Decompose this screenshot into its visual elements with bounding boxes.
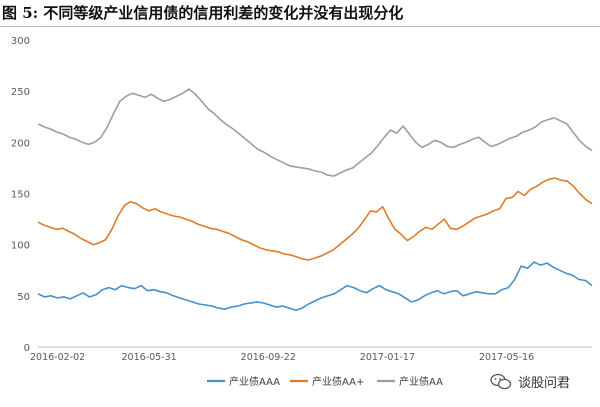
chart-title-bar: 图 5: 不同等级产业信用债的信用利差的变化并没有出现分化	[0, 0, 600, 24]
x-tick-label: 2016-02-02	[30, 352, 85, 363]
wechat-icon	[490, 373, 512, 389]
title-underline	[0, 26, 600, 27]
legend-label: 产业债AA+	[312, 375, 364, 388]
x-tick-label: 2017-05-16	[479, 352, 534, 363]
legend-label: 产业债AAA	[229, 375, 280, 388]
watermark-text: 谈股问君	[518, 376, 571, 391]
y-tick-label: 200	[11, 138, 30, 149]
x-tick-label: 2016-05-31	[122, 352, 177, 363]
y-tick-label: 100	[11, 241, 30, 252]
watermark: 谈股问君	[490, 372, 570, 391]
x-tick-label: 2017-01-17	[360, 352, 415, 363]
legend-label: 产业债AA	[399, 375, 443, 388]
y-tick-label: 0	[24, 343, 30, 354]
y-tick-label: 250	[11, 87, 30, 98]
y-tick-label: 300	[11, 36, 30, 47]
chart-title: 图 5: 不同等级产业信用债的信用利差的变化并没有出现分化	[2, 4, 404, 22]
series-line-1	[37, 261, 593, 312]
series-line-2	[37, 177, 593, 261]
x-tick-label: 2016-09-22	[241, 352, 296, 363]
y-tick-label: 50	[17, 292, 30, 303]
y-tick-label: 150	[11, 190, 30, 201]
series-line-3	[37, 88, 593, 177]
